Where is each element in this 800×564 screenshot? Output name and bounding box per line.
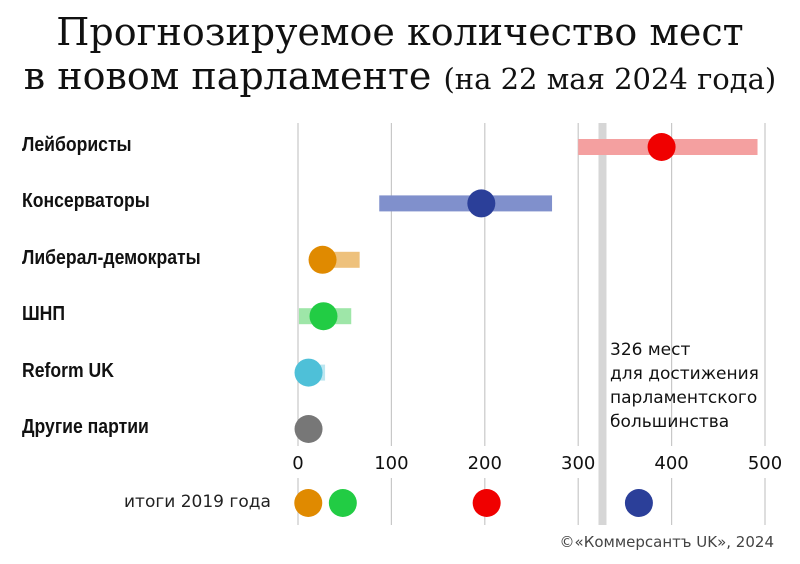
chart-title-main: в новом парламенте — [23, 54, 432, 98]
majority-note-line-2: парламентского — [610, 388, 758, 408]
result-2019-point-2 — [294, 489, 323, 517]
party-label-5: Другие партии — [22, 416, 149, 438]
x-tick-label-0: 0 — [292, 453, 303, 474]
majority-line — [598, 123, 607, 525]
x-tick-label-500: 500 — [748, 453, 782, 474]
chart-subtitle: (на 22 мая 2024 года) — [443, 62, 777, 96]
majority-note-line-3: большинства — [610, 412, 730, 432]
chart-title-line1: Прогнозируемое количество мест — [56, 10, 744, 54]
party-label-0: Лейбористы — [22, 134, 132, 156]
credit: ©«Коммерсантъ UK», 2024 — [559, 533, 774, 551]
projection-point-5 — [294, 415, 323, 443]
chart-title-line2: в новом парламенте (на 22 мая 2024 года) — [0, 54, 800, 98]
projection-point-4 — [294, 358, 323, 387]
x-tick-label-100: 100 — [374, 453, 408, 474]
result-2019-point-3 — [328, 489, 357, 517]
result-2019-point-1 — [624, 489, 653, 517]
projection-point-2 — [308, 245, 337, 274]
projection-point-0 — [647, 133, 676, 161]
majority-note: 326 мест для достижения парламентского боль… — [610, 338, 790, 434]
x-tick-label-400: 400 — [654, 453, 688, 474]
party-label-3: ШНП — [22, 303, 66, 326]
range-bar-1 — [379, 195, 553, 212]
party-label-4: Reform UK — [22, 359, 114, 382]
projection-point-3 — [309, 302, 338, 331]
legend-2019-label: итоги 2019 года — [124, 492, 271, 512]
x-tick-label-200: 200 — [468, 453, 502, 474]
party-label-1: Консерваторы — [22, 190, 150, 213]
majority-note-line-1: для достижения — [610, 364, 759, 384]
party-label-2: Либерал-демократы — [22, 246, 201, 269]
result-2019-point-0 — [472, 489, 501, 517]
projection-point-1 — [467, 189, 496, 218]
x-tick-label-300: 300 — [561, 453, 595, 474]
majority-note-line-0: 326 мест — [610, 340, 691, 360]
